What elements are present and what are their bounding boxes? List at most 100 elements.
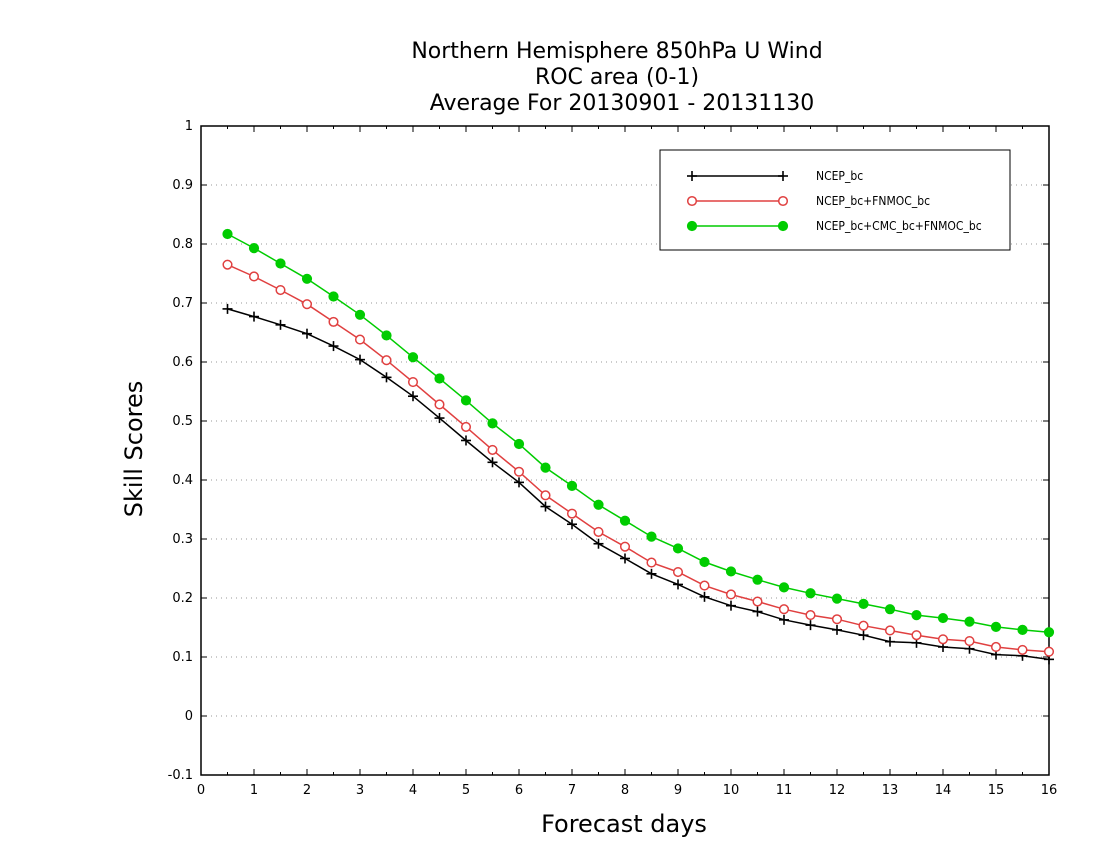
data-point [752, 574, 763, 585]
data-point [540, 462, 551, 473]
data-point [381, 355, 392, 366]
data-point [513, 438, 525, 450]
data-point [699, 591, 710, 602]
y-tick-label: 0.8 [172, 237, 193, 252]
data-point [964, 616, 975, 627]
x-tick-label: 2 [303, 783, 311, 798]
data-point [328, 341, 339, 352]
data-point [302, 328, 312, 339]
data-point [487, 457, 498, 468]
data-point [381, 330, 392, 341]
data-point [619, 515, 631, 526]
y-tick-label: 1 [185, 119, 193, 134]
data-point [461, 435, 471, 446]
data-point [779, 614, 789, 625]
data-point [567, 519, 577, 530]
data-point [222, 303, 233, 314]
data-point [275, 284, 286, 296]
data-point [460, 421, 472, 432]
y-tick-label: 0 [185, 709, 193, 724]
data-point [593, 538, 604, 549]
data-point [434, 413, 445, 424]
data-point [752, 596, 763, 607]
x-tick-label: 1 [250, 783, 258, 798]
x-tick-label: 12 [829, 783, 846, 798]
data-point [726, 600, 736, 611]
data-point [540, 501, 551, 512]
data-point [566, 508, 578, 519]
data-point [884, 604, 896, 615]
data-point [646, 531, 657, 542]
data-point [354, 334, 366, 345]
y-tick-label: 0.1 [172, 650, 193, 665]
legend-box [659, 149, 1011, 251]
data-point [937, 634, 949, 645]
data-point [805, 620, 816, 631]
x-tick-label: 15 [988, 783, 1005, 798]
data-point [434, 373, 445, 384]
data-point [805, 588, 816, 599]
x-axis-label: Forecast days [541, 810, 707, 838]
x-tick-label: 11 [776, 783, 793, 798]
data-point [672, 566, 684, 578]
y-tick-label: 0.7 [172, 296, 193, 311]
y-tick-label: -0.1 [168, 768, 193, 783]
data-point [673, 579, 683, 590]
series-group [222, 228, 1055, 665]
legend-label: NCEP_bc+FNMOC_bc [816, 194, 930, 208]
chart-title-line-3: Average For 20130901 - 20131130 [430, 91, 815, 116]
data-point [487, 444, 498, 455]
data-point [593, 526, 604, 537]
x-tick-label: 16 [1041, 783, 1058, 798]
x-tick-label: 9 [674, 783, 682, 798]
data-point [328, 316, 339, 327]
data-point [593, 499, 604, 510]
legend-marker [777, 220, 789, 232]
data-point [911, 630, 922, 641]
legend-marker [778, 171, 788, 181]
data-point [805, 610, 816, 621]
legend: NCEP_bc NCEP_bc+FNMOC_bc NCEP_bc+CMC_bc+FN… [659, 149, 1011, 251]
chart-title-line-1: Northern Hemisphere 850hPa U Wind [411, 39, 822, 64]
data-point [222, 228, 233, 240]
y-tick-label: 0.2 [172, 591, 193, 606]
y-axis-label: Skill Scores [120, 381, 148, 518]
data-point [885, 636, 895, 647]
data-point [964, 636, 975, 647]
data-point [778, 604, 790, 615]
data-point [990, 641, 1002, 653]
series-line [227, 308, 1050, 661]
data-point [514, 477, 524, 488]
data-point [831, 614, 843, 625]
data-point [328, 291, 339, 302]
data-point [858, 630, 869, 641]
series-1 [222, 259, 1055, 657]
data-point [566, 480, 578, 491]
data-point [858, 620, 869, 631]
x-tick-label: 8 [621, 783, 629, 798]
data-point [540, 490, 551, 501]
x-tick-label: 0 [197, 783, 205, 798]
plot-frame [200, 125, 1050, 776]
data-point [832, 624, 842, 635]
data-point [275, 319, 286, 330]
x-tick-label: 7 [568, 783, 576, 798]
data-point [1043, 646, 1055, 657]
data-point [990, 621, 1002, 633]
x-tick-label: 13 [882, 783, 899, 798]
data-point [937, 612, 949, 624]
series-line [227, 264, 1050, 653]
data-point [1043, 627, 1055, 638]
data-point [1017, 644, 1028, 655]
series-0 [222, 303, 1054, 665]
data-point [778, 582, 790, 593]
data-point [249, 311, 259, 322]
data-point [407, 352, 419, 363]
data-point [460, 395, 472, 406]
legend-marker [686, 195, 698, 207]
legend-marker [687, 171, 697, 181]
data-point [275, 258, 286, 269]
data-point [620, 553, 630, 564]
